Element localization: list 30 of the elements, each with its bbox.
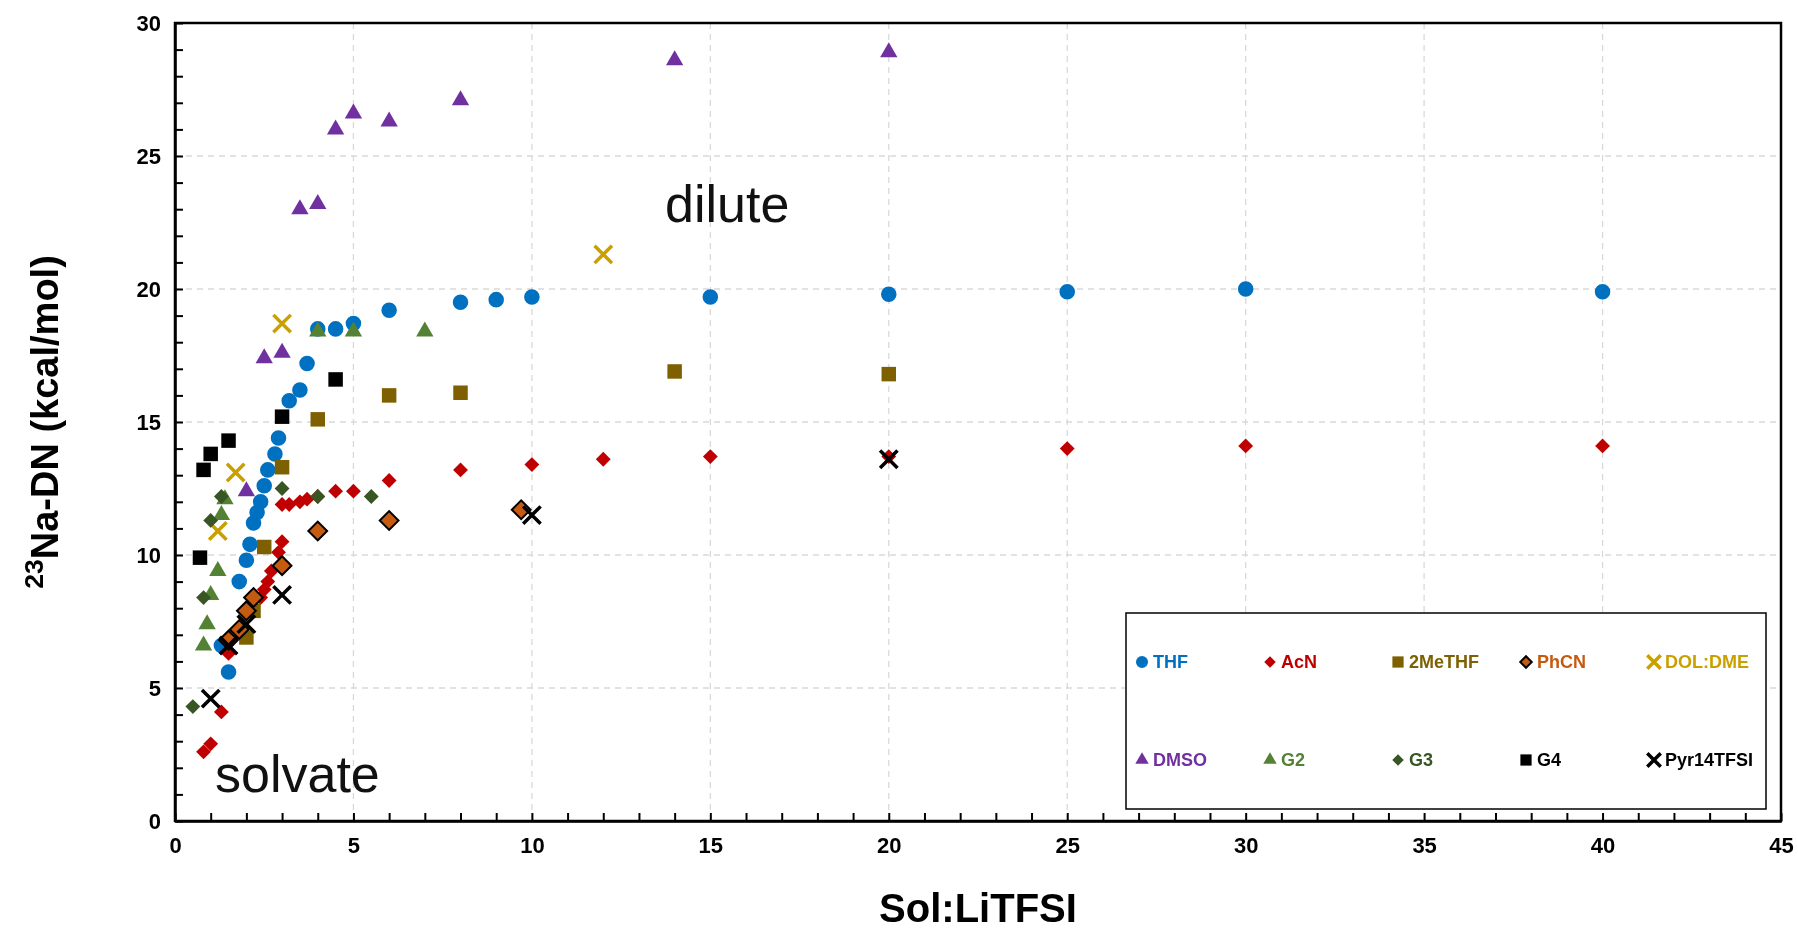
x-axis-title: Sol:LiTFSI	[879, 886, 1077, 930]
legend-label: G2	[1281, 750, 1306, 770]
y-tick-label: 25	[136, 143, 161, 169]
legend-label: Pyr14TFSI	[1665, 750, 1754, 770]
legend-label: G3	[1409, 750, 1434, 770]
y-tick-label: 15	[136, 409, 161, 435]
annotation: dilute	[665, 175, 790, 233]
y-tick-label: 30	[136, 10, 161, 36]
legend-label: DOL:DME	[1665, 652, 1749, 672]
x-tick-label: 5	[347, 832, 361, 858]
x-tick-label: 40	[1590, 832, 1616, 858]
y-tick-label: 5	[148, 675, 161, 701]
x-tick-label: 25	[1055, 832, 1080, 858]
annotation: solvate	[215, 745, 380, 803]
x-tick-label: 15	[698, 832, 724, 858]
legend-label: PhCN	[1537, 652, 1586, 672]
x-tick-label: 35	[1412, 832, 1437, 858]
x-tick-label: 30	[1233, 832, 1259, 858]
x-tick-label: 45	[1769, 832, 1794, 858]
x-tick-label: 10	[520, 832, 545, 858]
legend-label: 2MeTHF	[1409, 652, 1480, 672]
x-tick-label: 20	[877, 832, 902, 858]
legend-label: DMSO	[1153, 750, 1207, 770]
y-tick-label: 20	[136, 276, 161, 302]
legend-label: AcN	[1281, 652, 1318, 672]
legend-label: THF	[1153, 652, 1188, 672]
y-tick-label: 0	[148, 808, 161, 834]
legend-label: G4	[1537, 750, 1562, 770]
x-tick-label: 0	[169, 832, 182, 858]
y-tick-label: 10	[136, 542, 161, 568]
